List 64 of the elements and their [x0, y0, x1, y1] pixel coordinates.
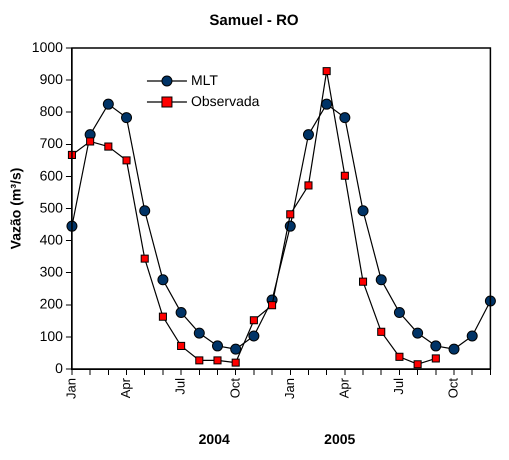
point: [414, 360, 422, 368]
point: [322, 67, 331, 76]
point: [102, 98, 114, 110]
point: [195, 356, 204, 364]
y-axis-title: Vazão (m³/s): [7, 168, 24, 250]
point: [430, 340, 442, 352]
y-tick-label: 500: [40, 199, 64, 216]
x-tick-label: Oct: [446, 378, 461, 398]
point: [304, 181, 312, 190]
y-tick-label: 900: [40, 70, 64, 87]
y-tick-label: 100: [40, 328, 64, 344]
point: [230, 344, 242, 355]
y-tick-label: 400: [40, 231, 64, 248]
point: [339, 112, 350, 124]
point: [412, 328, 424, 339]
x-tick-label: Jan: [64, 378, 79, 400]
point: [121, 112, 132, 124]
y-tick-label: 800: [40, 103, 64, 120]
point: [194, 328, 205, 339]
point: [377, 328, 386, 336]
point: [286, 210, 294, 218]
point: [302, 129, 314, 140]
y-tick-label: 0: [55, 360, 64, 376]
text: 2005: [324, 430, 356, 447]
point: [177, 342, 186, 350]
point: [176, 307, 187, 318]
x-tick-label: Oct: [227, 378, 242, 398]
point: [104, 142, 112, 151]
point: [432, 354, 440, 362]
point: [268, 301, 276, 310]
point: [158, 312, 167, 321]
point: [394, 307, 405, 318]
point: [140, 254, 149, 263]
text: 2004: [198, 430, 230, 447]
point: [359, 278, 368, 286]
point: [340, 172, 349, 180]
x-tick-label: Jan: [282, 378, 297, 400]
point: [466, 330, 478, 342]
y-tick-label: 300: [40, 264, 64, 280]
point: [395, 352, 404, 361]
y-tick-label: 200: [40, 296, 64, 312]
point: [248, 330, 260, 342]
point: [86, 137, 94, 146]
y-tick-label: 1000: [32, 38, 64, 55]
point: [157, 274, 168, 286]
point: [250, 316, 258, 324]
legend-label: Observada: [190, 92, 260, 109]
y-tick-label: 700: [40, 135, 64, 152]
point: [448, 344, 460, 355]
point: [139, 205, 150, 216]
y-tick-label: 600: [40, 167, 64, 184]
point: [122, 156, 131, 164]
x-tick-label: Jul: [391, 378, 406, 395]
point: [212, 340, 223, 352]
point: [321, 98, 332, 110]
point: [376, 274, 387, 286]
point: [213, 356, 222, 364]
x-tick-label: Apr: [336, 377, 352, 398]
point: [232, 358, 240, 367]
x-tick-label: Apr: [118, 377, 134, 398]
point: [358, 205, 369, 216]
legend-label: MLT: [190, 72, 218, 88]
x-tick-label: Jul: [172, 378, 188, 395]
chart-title: Samuel - RO: [209, 12, 299, 30]
